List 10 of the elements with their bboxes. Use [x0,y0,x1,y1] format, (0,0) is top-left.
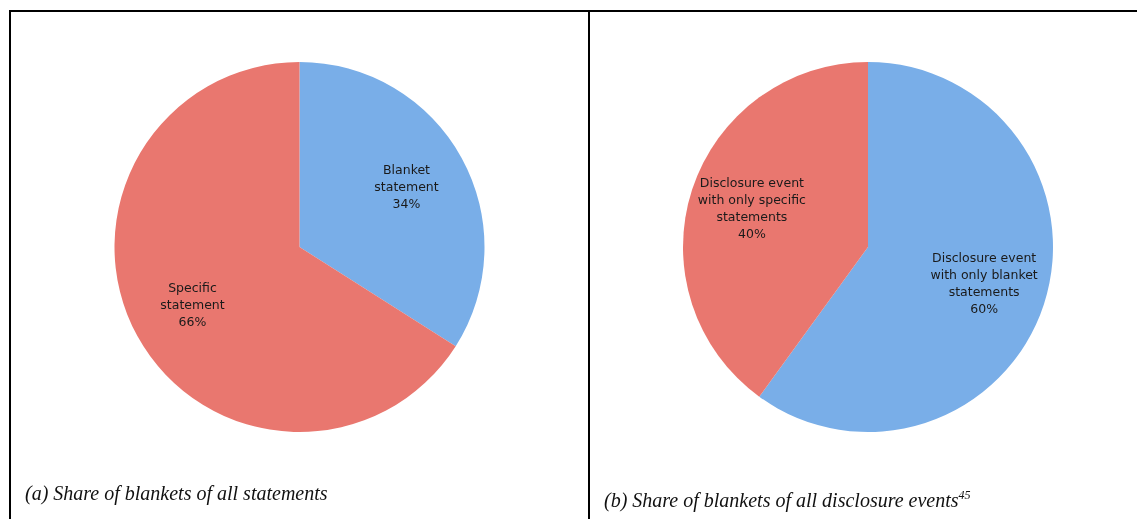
data-label: 34% [392,196,421,212]
slice-label: Disclosure event with only blanket statements [930,250,1038,300]
data-label: 60% [970,301,999,317]
text: (b) Share of blankets of all disclosure events$^{45}$ [604,488,971,512]
data-label: 40% [737,226,766,242]
slice-label: Disclosure event with only specific statements [697,175,807,225]
slice-label: Specific statement [160,280,225,313]
text: (a) Share of blankets of all statements [25,482,328,505]
slice-label: Blanket statement [374,162,439,195]
data-label: 66% [178,314,207,330]
